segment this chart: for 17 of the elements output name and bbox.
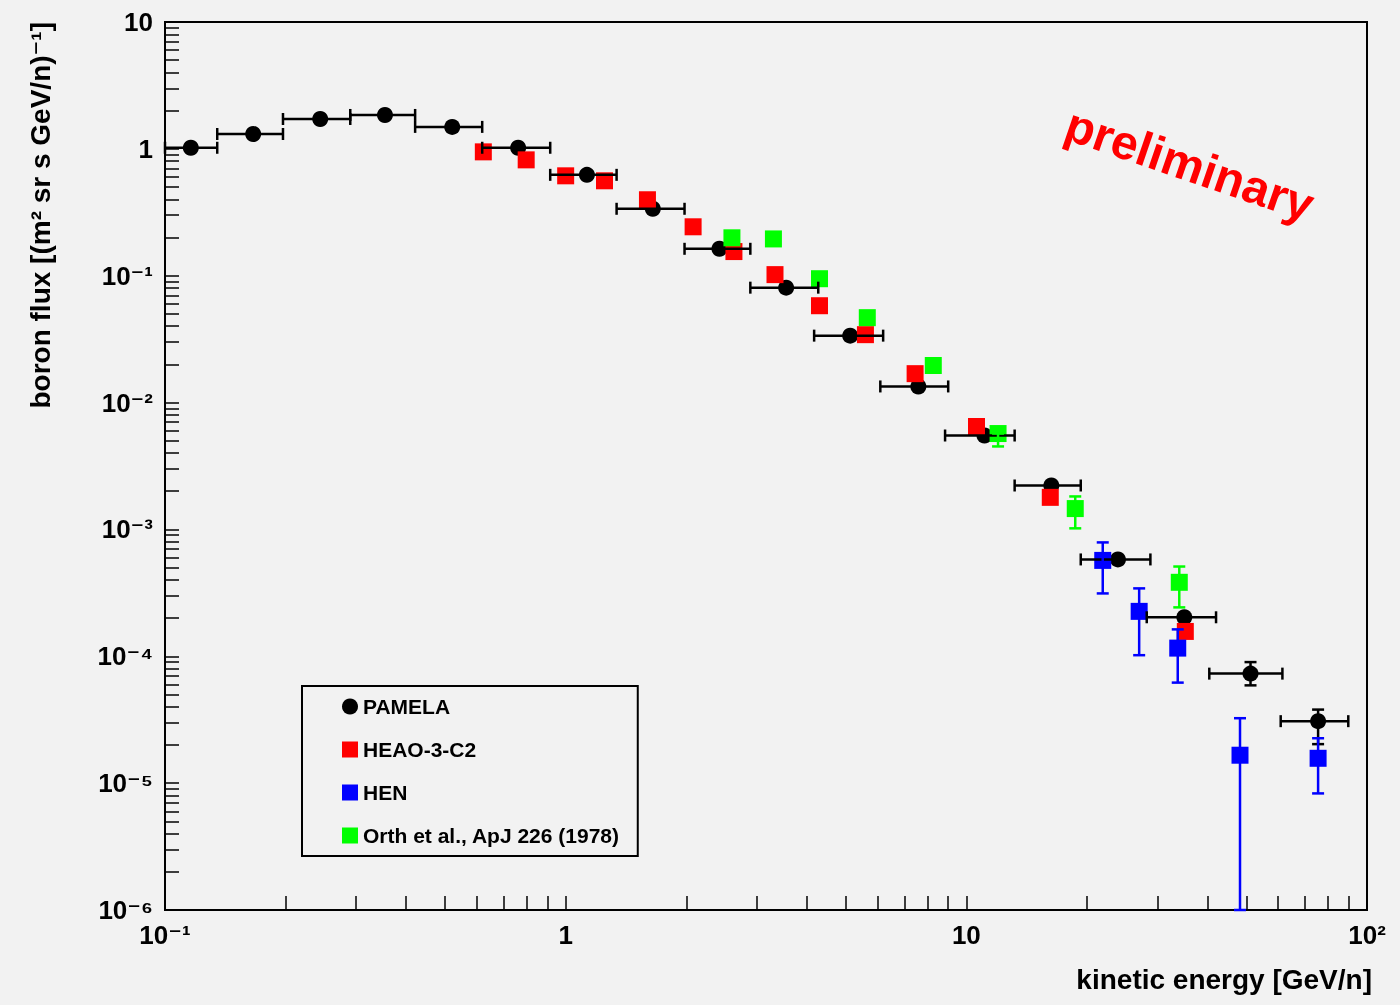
legend-label: HEN [363,781,408,804]
y-tick-label: 10⁻⁵ [98,768,153,799]
x-axis-title: kinetic energy [GeV/n] [1076,963,1372,995]
y-tick-label: 10⁻² [101,387,154,418]
y-tick-label: 1 [138,133,153,164]
x-tick-label: 10 [951,920,981,950]
legend-label: Orth et al., ApJ 226 (1978) [363,824,619,847]
legend-label: HEAO-3-C2 [363,738,477,761]
y-tick-label: 10⁻⁴ [97,641,153,672]
y-tick-label: 10⁻³ [101,514,154,545]
x-tick-label: 1 [558,920,573,950]
x-tick-label: 10² [1348,920,1387,950]
y-tick-label: 10⁻¹ [101,260,153,291]
legend-label: PAMELA [363,695,451,718]
y-tick-label: 10⁻⁶ [98,895,153,925]
y-axis-title: boron flux [(m² sr s GeV/n)⁻¹] [24,22,56,409]
y-tick-label: 10 [124,7,153,37]
